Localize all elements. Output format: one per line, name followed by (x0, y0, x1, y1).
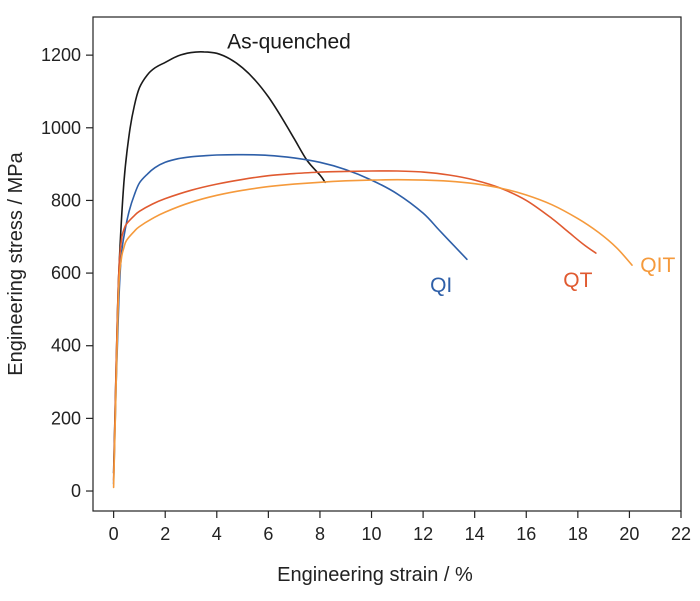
y-tick-label: 600 (51, 263, 81, 283)
x-tick-label: 20 (619, 524, 639, 544)
x-tick-label: 8 (315, 524, 325, 544)
x-tick-label: 6 (263, 524, 273, 544)
series-line-qt (112, 170, 597, 481)
y-tick-label: 0 (71, 481, 81, 501)
x-tick-label: 4 (212, 524, 222, 544)
plot-frame (92, 16, 682, 512)
x-tick-label: 16 (516, 524, 536, 544)
series-label-qt: QT (563, 269, 592, 292)
series-label-qi: QI (430, 274, 452, 297)
y-tick-label: 400 (51, 336, 81, 356)
y-tick-label: 1200 (41, 45, 81, 65)
x-tick-label: 14 (465, 524, 485, 544)
x-tick-label: 0 (109, 524, 119, 544)
x-axis-title: Engineering strain / % (277, 564, 473, 586)
series-label-qit: QIT (640, 254, 675, 277)
x-tick-label: 10 (362, 524, 382, 544)
series-labels: As-quenched QI QT QIT (227, 31, 675, 297)
axis-ticks: 0 2 4 6 8 10 12 14 16 18 20 22 0 200 400 600 800 1000 1200 (41, 45, 691, 544)
series-line-qi (112, 153, 468, 485)
y-axis-title: Engineering stress / MPa (5, 151, 27, 375)
y-tick-label: 1000 (41, 118, 81, 138)
series-line-qit (112, 178, 633, 489)
y-tick-label: 200 (51, 408, 81, 428)
y-tick-label: 800 (51, 190, 81, 210)
x-tick-label: 2 (160, 524, 170, 544)
series-layer (112, 51, 633, 489)
series-line-as-quenched (112, 51, 326, 474)
x-tick-label: 12 (413, 524, 433, 544)
series-label-as-quenched: As-quenched (227, 31, 351, 54)
x-tick-label: 18 (568, 524, 588, 544)
x-tick-label: 22 (671, 524, 691, 544)
